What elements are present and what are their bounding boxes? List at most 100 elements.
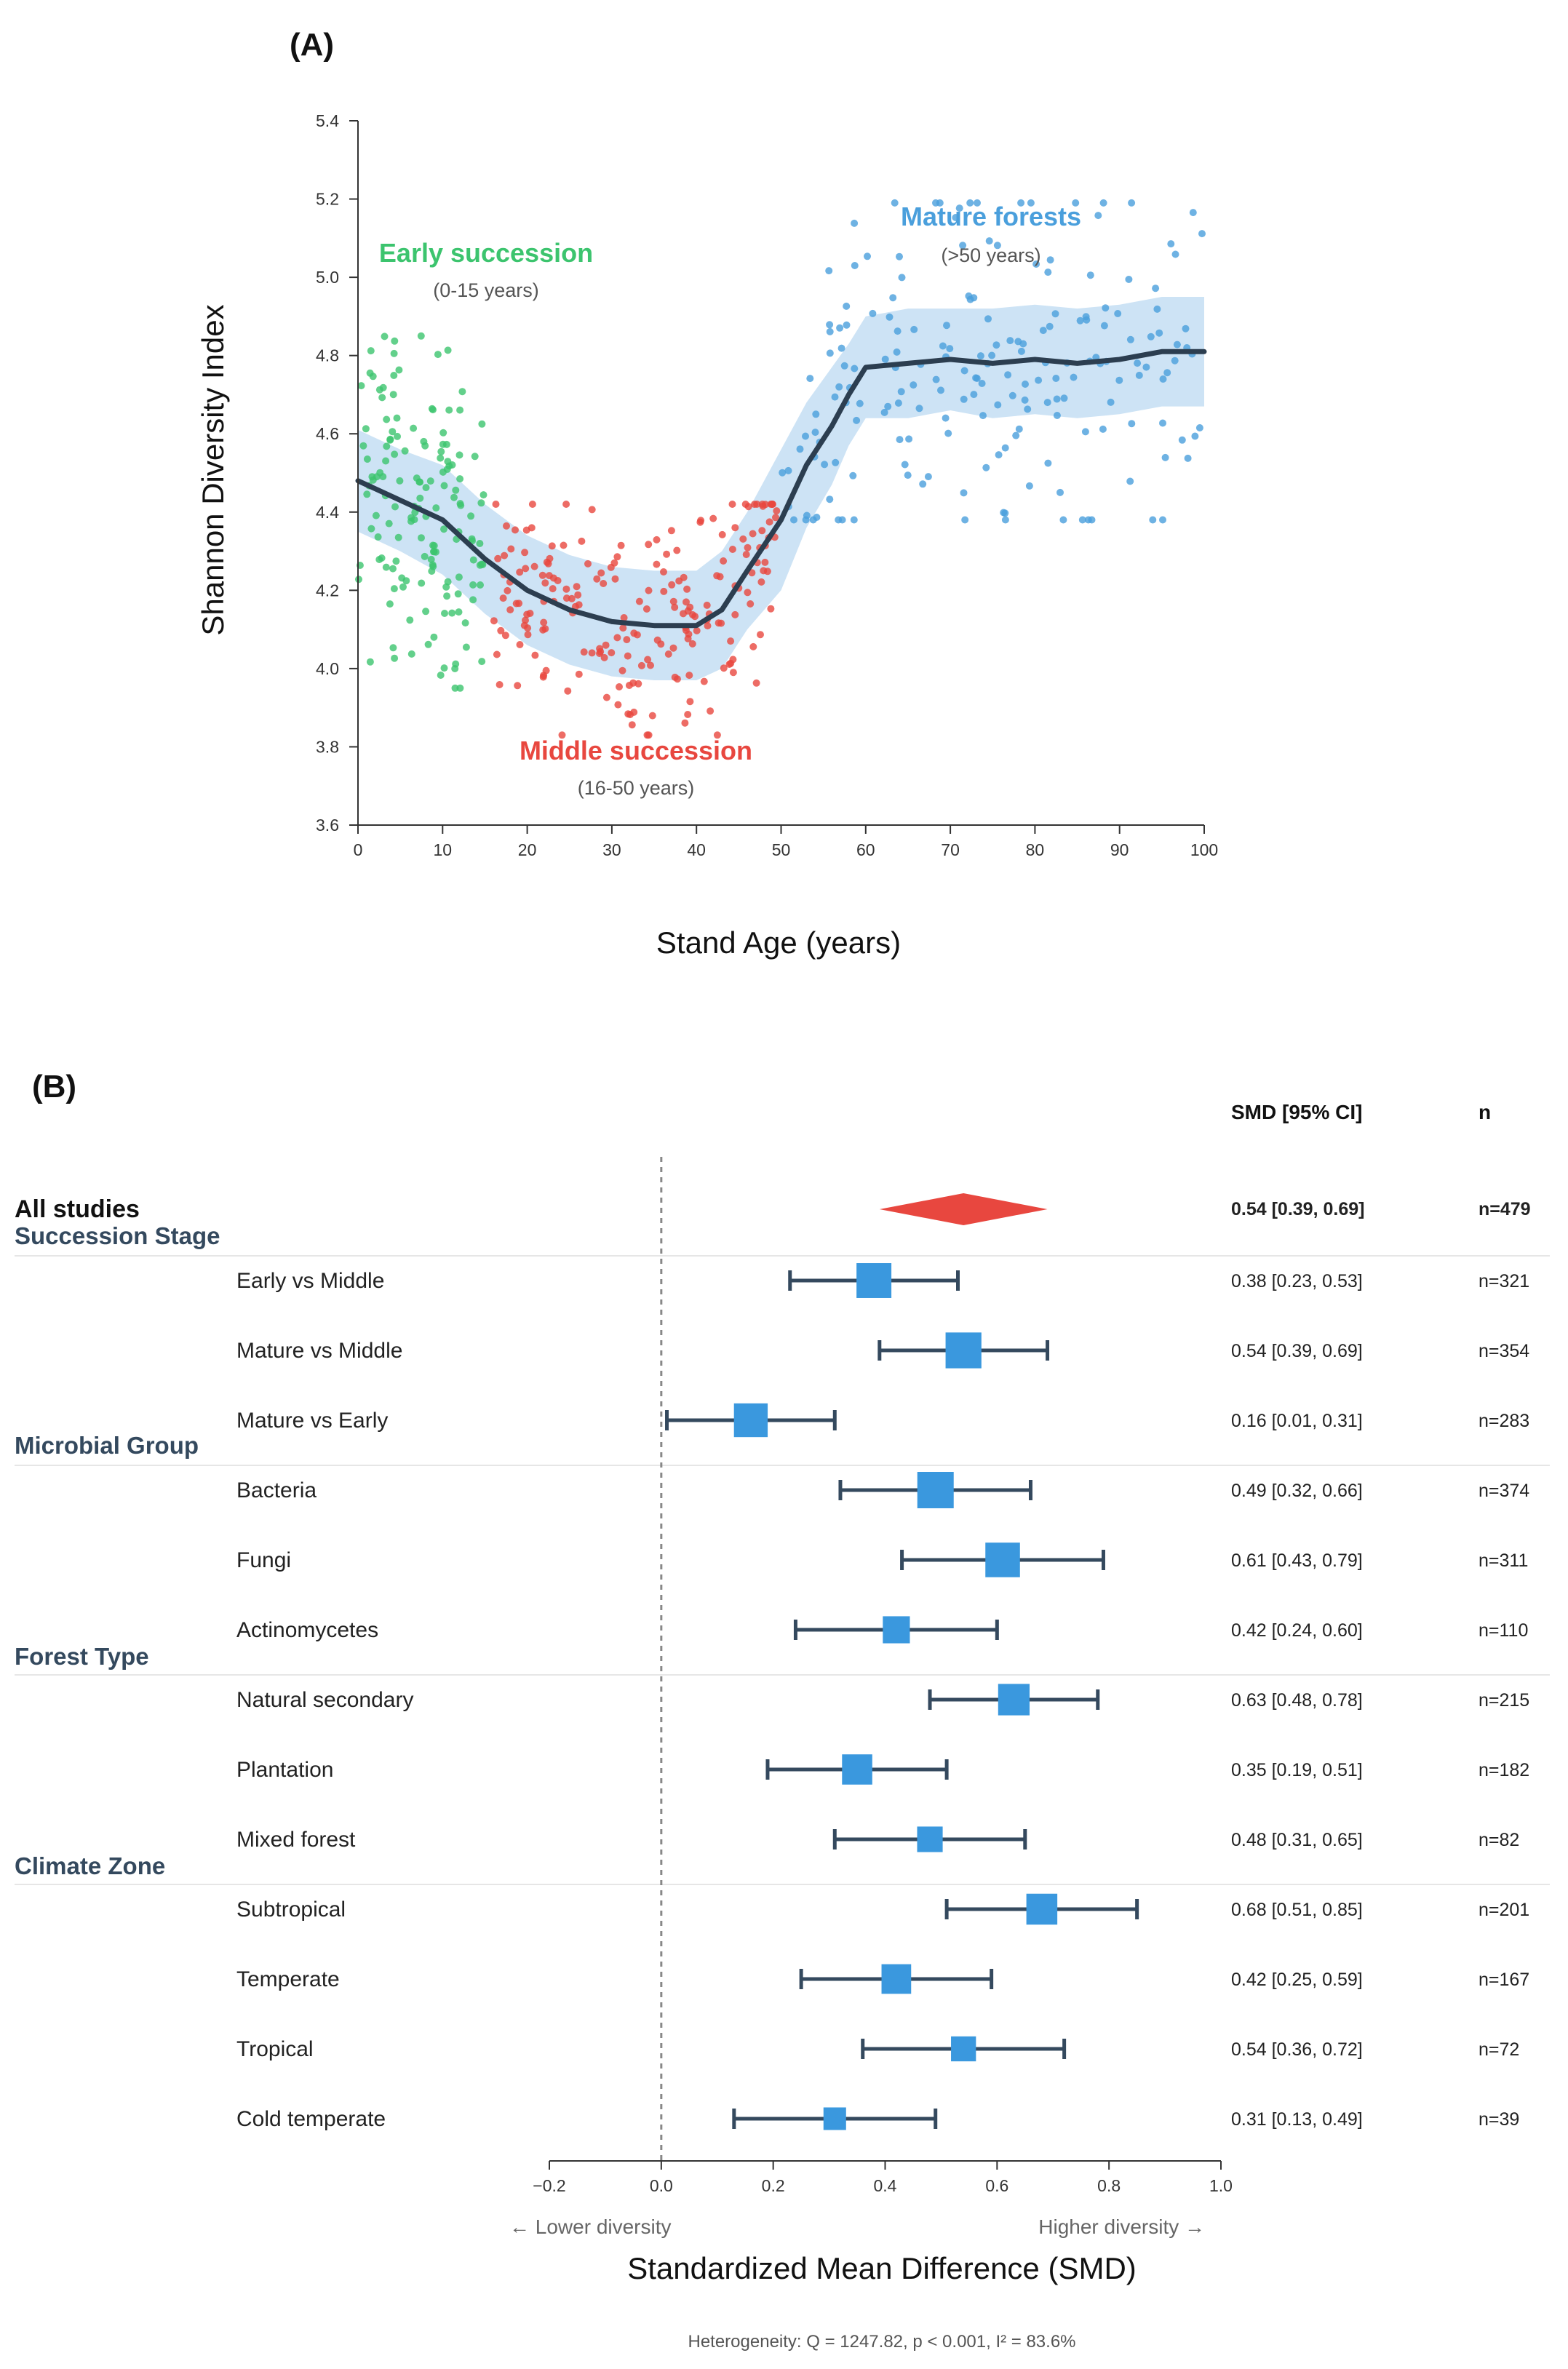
ci-band [358,297,1204,680]
scatter-point [422,484,430,492]
scatter-point [840,362,848,370]
y-tick-label: 4.4 [316,503,339,522]
scatter-point [657,640,665,648]
scatter-point [809,516,817,524]
scatter-point [1052,375,1060,382]
row-ci: 0.42 [0.24, 0.60] [1231,1620,1363,1641]
scatter-point [391,503,399,511]
scatter-point [1001,444,1009,452]
row-ci: 0.35 [0.19, 0.51] [1231,1760,1363,1780]
scatter-point [522,565,530,573]
scatter-point [492,501,500,508]
scatter-point [1161,453,1169,461]
scatter-point [443,592,451,600]
scatter-point [681,719,689,727]
scatter-point [982,463,990,471]
scatter-point [456,684,464,692]
scatter-point [444,346,452,354]
scatter-point [507,545,515,553]
scatter-point [671,603,679,611]
middle-succession-range: (16-50 years) [578,777,695,799]
x-tick-label: 20 [518,840,537,859]
scatter-point [645,586,653,594]
scatter-point [644,656,652,664]
panel-b-axes: −0.2 0.0 0.2 0.4 0.6 0.8 1.0 [533,2160,1233,2195]
row-ci: 0.54 [0.39, 0.69] [1231,1341,1363,1361]
scatter-point [946,345,954,353]
smd-tick-label: 0.4 [874,2176,897,2195]
scatter-point [386,436,394,444]
scatter-point [973,375,981,382]
scatter-point [1081,428,1089,436]
scatter-point [455,573,463,581]
scatter-point [684,711,692,718]
row-label: Natural secondary [236,1688,413,1712]
scatter-point [427,555,435,563]
scatter-point [978,380,986,387]
scatter-point [1059,516,1067,524]
scatter-point [894,399,902,407]
scatter-point [960,489,968,497]
scatter-point [467,512,475,520]
scatter-point [960,395,968,403]
scatter-point [663,550,671,558]
scatter-point [988,351,996,359]
scatter-point [728,501,736,508]
scatter-point [864,252,871,260]
scatter-point [611,575,619,583]
scatter-point [1152,284,1160,292]
scatter-point [456,500,464,508]
scatter-point [366,369,374,377]
smd-axis-title: Standardized Mean Difference (SMD) [627,2251,1137,2285]
smd-tick-label: −0.2 [533,2176,565,2195]
scatter-point [455,608,463,616]
scatter-point [623,636,631,644]
trend-line [355,349,1207,629]
scatter-point [718,530,726,538]
scatter-point [664,650,672,658]
scatter-point [974,199,981,207]
scatter-point [995,451,1003,459]
scatter-point [744,589,752,597]
scatter-point [843,321,851,329]
scatter-point [937,386,944,394]
x-tick-label: 60 [856,840,875,859]
y-axis-title: Shannon Diversity Index [196,304,230,635]
scatter-point [375,556,383,563]
scatter-point [826,495,834,503]
scatter-point [516,641,524,648]
scatter-point [960,367,968,375]
scatter-point [512,526,519,534]
scatter-point [635,597,643,605]
scatter-point [450,493,458,501]
scatter-point [1017,199,1025,207]
early-succession-label: Early succession [379,238,593,268]
scatter-point [416,494,424,502]
scatter-point [1078,516,1086,524]
scatter-point [932,375,940,383]
scatter-point [430,633,438,641]
scatter-point [628,721,636,729]
scatter-point [541,625,549,633]
scatter-point [493,650,501,658]
scatter-point [406,616,414,624]
scatter-point [439,429,447,437]
smd-tick-label: 0.0 [650,2176,673,2195]
scatter-point [367,525,375,533]
group-label-climate: Climate Zone [15,1852,165,1879]
effect-square [998,1684,1030,1716]
scatter-point [1135,371,1143,379]
effect-square [823,2107,846,2130]
scatter-point [359,442,367,450]
effect-square [951,2036,976,2062]
row-ci: 0.68 [0.51, 0.85] [1231,1900,1363,1920]
scatter-point [1015,425,1023,433]
scatter-point [514,682,522,690]
scatter-point [506,606,514,614]
row-label: Plantation [236,1758,333,1782]
scatter-point [669,644,677,652]
row-n: n=201 [1479,1900,1529,1920]
scatter-point [588,649,596,657]
scatter-point [372,511,380,519]
